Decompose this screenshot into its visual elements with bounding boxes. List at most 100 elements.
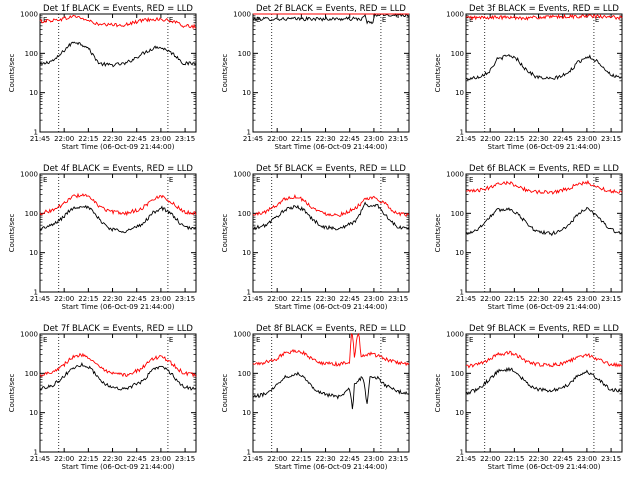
y-tick-label: 1 xyxy=(34,129,38,137)
panel-6: Det 6f BLACK = Events, RED = LLD E E 1 10 100… xyxy=(434,164,623,311)
series-line-lld xyxy=(465,179,623,195)
x-tick-label: 23:15 xyxy=(388,455,408,463)
x-axis-label: Start Time (06-Oct-09 21:44:00) xyxy=(488,463,601,471)
x-tick-label: 22:15 xyxy=(291,455,311,463)
x-axis-label: Start Time (06-Oct-09 21:44:00) xyxy=(488,303,601,311)
x-tick-label: 22:45 xyxy=(127,135,147,143)
series-line-events xyxy=(465,366,623,396)
x-tick-label: 21:45 xyxy=(243,455,263,463)
panel-title: Det 9f BLACK = Events, RED = LLD xyxy=(469,324,619,334)
x-tick-label: 22:30 xyxy=(102,455,122,463)
series-line-events xyxy=(252,371,410,410)
x-tick-label: 22:45 xyxy=(553,295,573,303)
plot-frame xyxy=(252,173,410,293)
x-tick-label: 22:45 xyxy=(553,455,573,463)
y-tick-label: 10 xyxy=(242,409,251,417)
x-tick-label: 22:00 xyxy=(267,455,287,463)
panel-5: Det 5f BLACK = Events, RED = LLD E E 1 10 100… xyxy=(221,164,410,311)
y-tick-label: 10 xyxy=(29,409,38,417)
y-tick-label: 1000 xyxy=(20,11,38,19)
x-tick-label: 22:15 xyxy=(504,295,524,303)
y-axis-label: Counts/sec xyxy=(221,54,229,93)
y-tick-label: 10 xyxy=(29,89,38,97)
panel-title: Det 5f BLACK = Events, RED = LLD xyxy=(256,164,406,174)
panel-title: Det 4f BLACK = Events, RED = LLD xyxy=(43,164,193,174)
y-axis-label: Counts/sec xyxy=(221,214,229,253)
plot-frame xyxy=(39,333,197,453)
x-tick-label: 23:15 xyxy=(601,455,621,463)
plot-frame xyxy=(252,333,410,453)
x-tick-label: 22:15 xyxy=(78,135,98,143)
x-tick-label: 23:15 xyxy=(388,295,408,303)
y-tick-label: 1 xyxy=(247,449,251,457)
y-tick-label: 1 xyxy=(247,129,251,137)
y-axis-label: Counts/sec xyxy=(434,54,442,93)
x-tick-label: 22:45 xyxy=(127,295,147,303)
x-tick-label: 22:15 xyxy=(291,295,311,303)
x-tick-label: 23:00 xyxy=(364,135,384,143)
x-tick-label: 23:00 xyxy=(577,455,597,463)
y-axis-label: Counts/sec xyxy=(8,54,16,93)
panel-4: Det 4f BLACK = Events, RED = LLD E E 1 10 100… xyxy=(8,164,197,311)
x-tick-label: 23:15 xyxy=(175,135,195,143)
x-tick-label: 21:45 xyxy=(30,135,50,143)
series-line-events xyxy=(252,201,410,231)
series-line-events xyxy=(252,12,410,25)
x-tick-label: 22:00 xyxy=(54,295,74,303)
y-tick-label: 100 xyxy=(25,370,38,378)
y-tick-label: 100 xyxy=(451,370,464,378)
x-tick-label: 23:15 xyxy=(601,135,621,143)
y-tick-label: 100 xyxy=(238,50,251,58)
y-tick-label: 10 xyxy=(242,249,251,257)
annotation-label: E xyxy=(169,176,173,184)
annotation-label: E xyxy=(169,336,173,344)
x-tick-label: 22:15 xyxy=(504,455,524,463)
y-tick-label: 1 xyxy=(34,449,38,457)
x-tick-label: 21:45 xyxy=(456,135,476,143)
series-line-lld xyxy=(39,192,197,217)
y-tick-label: 1 xyxy=(460,449,464,457)
x-tick-label: 22:00 xyxy=(480,135,500,143)
y-tick-label: 100 xyxy=(25,50,38,58)
x-tick-label: 22:30 xyxy=(528,295,548,303)
x-tick-label: 22:15 xyxy=(504,135,524,143)
y-axis-label: Counts/sec xyxy=(221,374,229,413)
x-tick-label: 22:30 xyxy=(315,295,335,303)
annotation-label: E xyxy=(169,16,173,24)
y-tick-label: 1 xyxy=(34,289,38,297)
y-axis-label: Counts/sec xyxy=(8,374,16,413)
x-tick-label: 22:15 xyxy=(78,295,98,303)
x-tick-label: 22:15 xyxy=(291,135,311,143)
panel-9: Det 9f BLACK = Events, RED = LLD E E 1 10 100… xyxy=(434,324,623,471)
annotation-label: E xyxy=(595,16,599,24)
y-tick-label: 1000 xyxy=(446,171,464,179)
x-tick-label: 22:00 xyxy=(480,455,500,463)
x-tick-label: 23:00 xyxy=(151,135,171,143)
y-tick-label: 10 xyxy=(29,249,38,257)
annotation-label: E xyxy=(256,176,260,184)
y-tick-label: 1 xyxy=(247,289,251,297)
x-tick-label: 21:45 xyxy=(456,455,476,463)
x-tick-label: 22:30 xyxy=(315,135,335,143)
panel-8: Det 8f BLACK = Events, RED = LLD E E 1 10 100… xyxy=(221,324,410,471)
x-tick-label: 22:30 xyxy=(315,455,335,463)
y-tick-label: 1000 xyxy=(446,11,464,19)
panel-7: Det 7f BLACK = Events, RED = LLD E E 1 10 100… xyxy=(8,324,197,471)
plot-frame xyxy=(465,333,623,453)
x-tick-label: 22:00 xyxy=(480,295,500,303)
x-tick-label: 21:45 xyxy=(30,295,50,303)
annotation-label: E xyxy=(43,16,47,24)
panel-title: Det 7f BLACK = Events, RED = LLD xyxy=(43,324,193,334)
x-tick-label: 23:00 xyxy=(577,135,597,143)
series-line-lld xyxy=(39,352,197,378)
y-tick-label: 1000 xyxy=(233,331,251,339)
x-tick-label: 22:30 xyxy=(102,135,122,143)
y-tick-label: 1000 xyxy=(20,171,38,179)
y-tick-label: 10 xyxy=(242,89,251,97)
series-line-events xyxy=(39,362,197,391)
y-tick-label: 1 xyxy=(460,129,464,137)
panel-title: Det 1f BLACK = Events, RED = LLD xyxy=(43,4,193,14)
series-line-events xyxy=(465,54,623,81)
x-tick-label: 22:00 xyxy=(54,455,74,463)
